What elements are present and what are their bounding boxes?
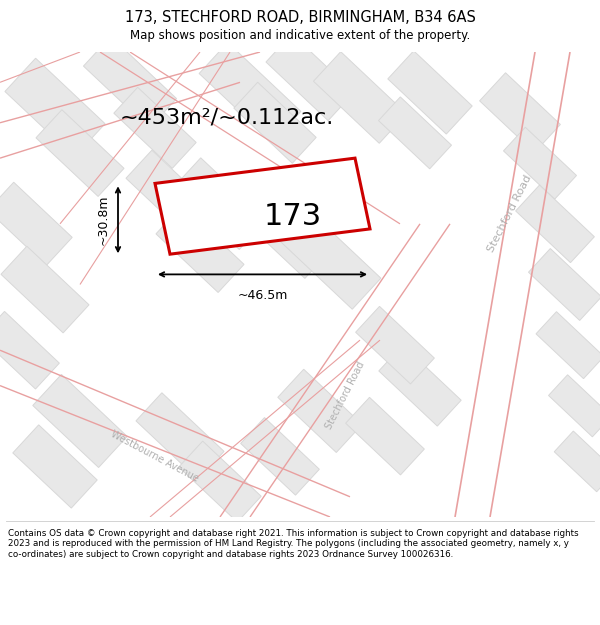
Polygon shape <box>0 311 59 389</box>
Polygon shape <box>199 42 301 142</box>
Text: ~30.8m: ~30.8m <box>97 194 110 245</box>
Text: Stechford Road: Stechford Road <box>323 360 367 431</box>
Polygon shape <box>5 58 105 157</box>
Polygon shape <box>515 185 595 262</box>
Polygon shape <box>554 431 600 492</box>
Polygon shape <box>173 158 266 249</box>
Polygon shape <box>13 425 97 508</box>
Polygon shape <box>388 51 472 134</box>
Polygon shape <box>156 206 244 292</box>
Polygon shape <box>1 246 89 333</box>
Polygon shape <box>33 374 127 468</box>
Polygon shape <box>379 97 452 169</box>
Polygon shape <box>136 392 224 479</box>
Polygon shape <box>278 369 362 452</box>
Polygon shape <box>503 127 577 199</box>
Polygon shape <box>114 88 196 168</box>
Polygon shape <box>313 52 407 143</box>
Polygon shape <box>224 169 335 278</box>
Polygon shape <box>479 72 560 152</box>
Polygon shape <box>155 158 370 254</box>
Text: Stechford Road: Stechford Road <box>486 173 534 254</box>
Polygon shape <box>356 306 434 384</box>
Polygon shape <box>529 249 600 321</box>
Text: Westbourne Avenue: Westbourne Avenue <box>109 429 200 484</box>
Polygon shape <box>36 110 124 196</box>
Polygon shape <box>536 312 600 379</box>
Polygon shape <box>234 82 316 163</box>
Polygon shape <box>0 182 72 266</box>
Polygon shape <box>266 34 354 121</box>
Text: 173, STECHFORD ROAD, BIRMINGHAM, B34 6AS: 173, STECHFORD ROAD, BIRMINGHAM, B34 6AS <box>125 11 475 26</box>
Polygon shape <box>179 441 261 522</box>
Polygon shape <box>83 36 176 128</box>
Text: 173: 173 <box>263 202 322 231</box>
Text: ~453m²/~0.112ac.: ~453m²/~0.112ac. <box>120 107 334 127</box>
Polygon shape <box>379 345 461 426</box>
Text: Contains OS data © Crown copyright and database right 2021. This information is : Contains OS data © Crown copyright and d… <box>8 529 578 559</box>
Polygon shape <box>548 375 600 437</box>
Polygon shape <box>279 209 381 309</box>
Polygon shape <box>126 150 214 237</box>
Text: Map shows position and indicative extent of the property.: Map shows position and indicative extent… <box>130 29 470 42</box>
Text: ~46.5m: ~46.5m <box>238 289 287 301</box>
Polygon shape <box>346 398 424 475</box>
Polygon shape <box>241 418 319 495</box>
